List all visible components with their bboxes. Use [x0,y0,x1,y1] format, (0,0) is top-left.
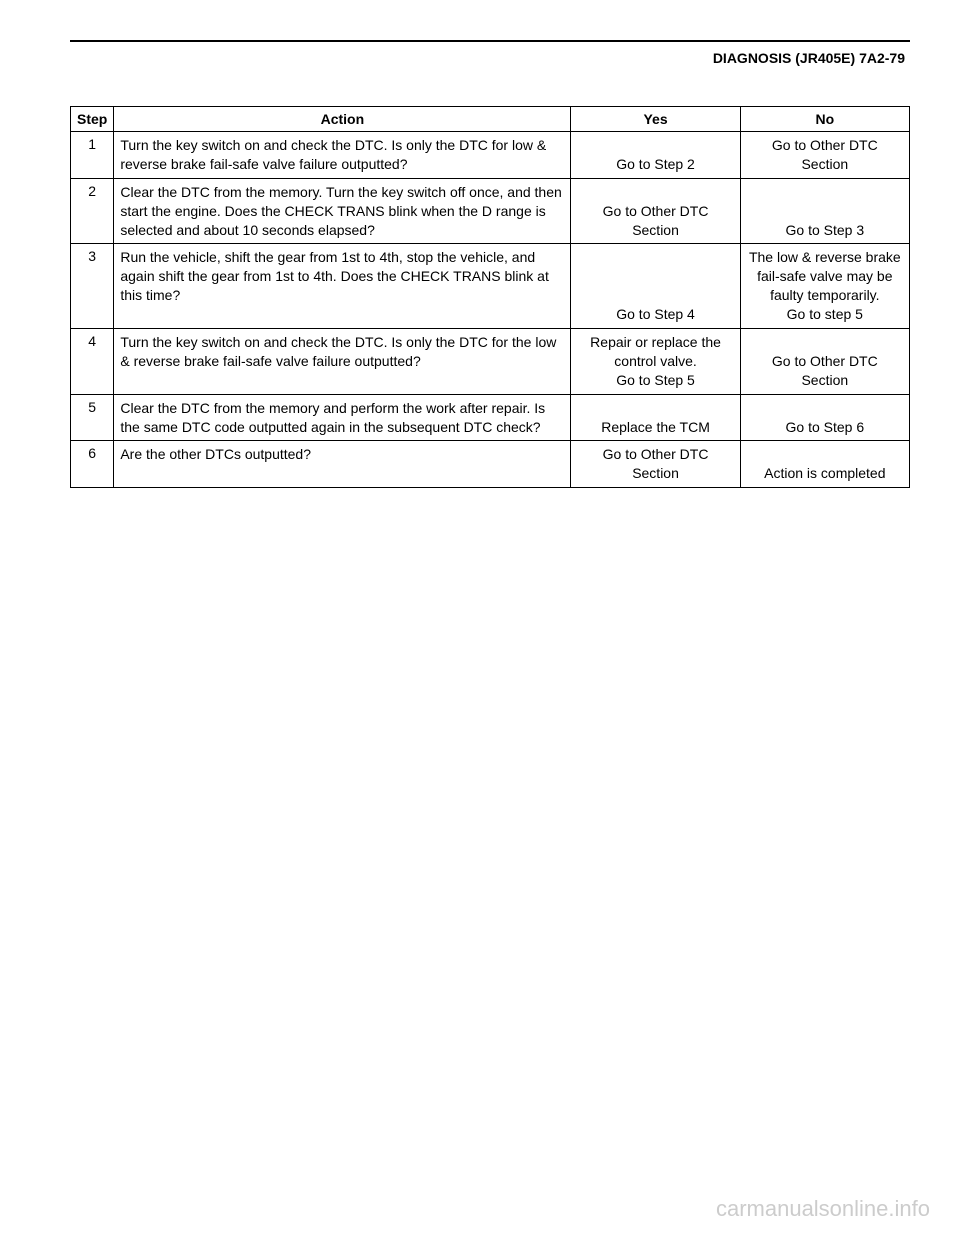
col-header-action: Action [114,107,571,132]
cell-step: 4 [71,329,114,395]
cell-yes: Go to Step 4 [571,244,740,329]
page-header: DIAGNOSIS (JR405E) 7A2-79 [70,50,910,66]
header-rule-line [70,40,910,42]
table-row: 3 Run the vehicle, shift the gear from 1… [71,244,910,329]
cell-no: Action is completed [740,441,909,488]
cell-step: 5 [71,394,114,441]
cell-action: Turn the key switch on and check the DTC… [114,329,571,395]
cell-action: Run the vehicle, shift the gear from 1st… [114,244,571,329]
cell-no: Go to Other DTC Section [740,132,909,179]
cell-step: 1 [71,132,114,179]
cell-no: Go to Step 6 [740,394,909,441]
cell-yes: Repair or replace the control valve.Go t… [571,329,740,395]
diagnostic-table: Step Action Yes No 1 Turn the key switch… [70,106,910,488]
cell-yes: Go to Step 2 [571,132,740,179]
cell-step: 3 [71,244,114,329]
col-header-step: Step [71,107,114,132]
cell-action: Clear the DTC from the memory. Turn the … [114,178,571,244]
cell-yes: Go to Other DTC Section [571,441,740,488]
cell-no: Go to Step 3 [740,178,909,244]
cell-action: Turn the key switch on and check the DTC… [114,132,571,179]
cell-no: Go to Other DTC Section [740,329,909,395]
table-body: 1 Turn the key switch on and check the D… [71,132,910,488]
cell-no: The low & reverse brake fail-safe valve … [740,244,909,329]
table-row: 2 Clear the DTC from the memory. Turn th… [71,178,910,244]
table-row: 1 Turn the key switch on and check the D… [71,132,910,179]
cell-yes: Replace the TCM [571,394,740,441]
cell-step: 6 [71,441,114,488]
col-header-no: No [740,107,909,132]
cell-action: Clear the DTC from the memory and perfor… [114,394,571,441]
cell-action: Are the other DTCs outputted? [114,441,571,488]
table-row: 4 Turn the key switch on and check the D… [71,329,910,395]
table-row: 6 Are the other DTCs outputted? Go to Ot… [71,441,910,488]
col-header-yes: Yes [571,107,740,132]
table-header-row: Step Action Yes No [71,107,910,132]
table-row: 5 Clear the DTC from the memory and perf… [71,394,910,441]
cell-step: 2 [71,178,114,244]
cell-yes: Go to Other DTC Section [571,178,740,244]
watermark-text: carmanualsonline.info [716,1196,930,1222]
